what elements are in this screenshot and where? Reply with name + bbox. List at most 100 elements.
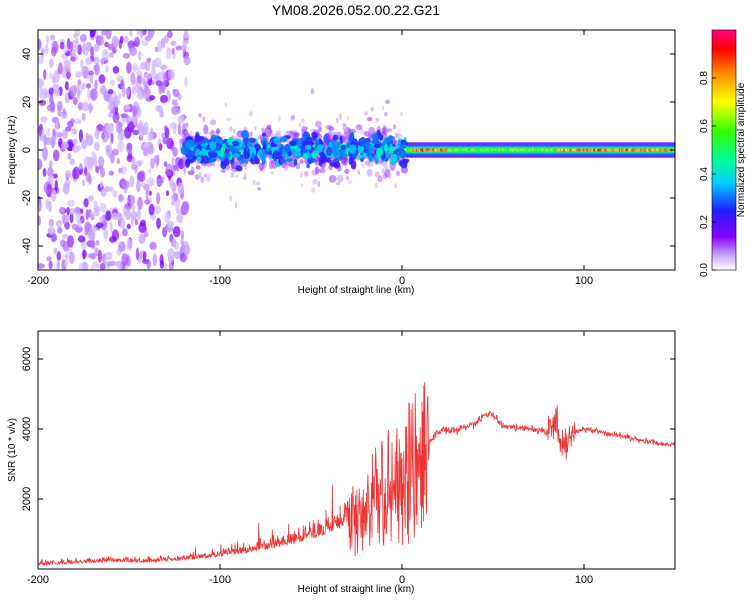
spectrogram-cell xyxy=(303,152,309,160)
spectrogram-cell xyxy=(128,120,135,133)
snr-y-ticks: 2000 4000 6000 xyxy=(21,347,675,511)
spectrogram-cell xyxy=(173,107,181,115)
spectrogram-cell xyxy=(94,79,98,90)
spectrogram-cell xyxy=(75,71,82,78)
spectrogram-cell xyxy=(117,140,125,153)
spectrogram-cell xyxy=(71,128,78,135)
spectrogram-cell xyxy=(254,126,257,131)
spectrogram-cell xyxy=(79,33,87,43)
spectrogram-cell xyxy=(111,212,119,221)
spectrogram-cell xyxy=(48,174,54,184)
spectrogram-cell xyxy=(361,163,365,168)
y-tick-label: -20 xyxy=(21,190,33,206)
spectrogram-cell xyxy=(299,172,303,178)
spectrogram-cell xyxy=(123,35,129,43)
spectrogram-cell xyxy=(291,145,298,150)
colorbar-frame xyxy=(711,29,737,271)
spectrogram-cell xyxy=(38,215,41,226)
spectrogram-cell xyxy=(301,183,304,187)
spectrogram-cell xyxy=(121,228,128,237)
spectrogram-cell xyxy=(93,43,100,52)
spectrogram-cell xyxy=(150,157,155,169)
spectrogram-cell xyxy=(311,150,318,159)
spectrogram-cell xyxy=(63,59,71,69)
spectrogram-cell xyxy=(244,159,249,165)
spectrogram-cell xyxy=(137,196,143,210)
snr-series-line xyxy=(38,381,675,567)
spectrogram-cell xyxy=(130,72,136,85)
spectrogram-cell xyxy=(397,149,405,157)
spectrogram-cell xyxy=(99,263,106,270)
spectrogram-cell xyxy=(389,146,397,151)
spectrogram-cell xyxy=(177,182,184,195)
spectrogram-cell xyxy=(165,190,170,197)
spectrogram-cell xyxy=(81,179,86,187)
spectrogram-cell xyxy=(346,116,349,121)
spectrogram-cell xyxy=(367,117,373,122)
spectrogram-cell xyxy=(235,202,238,209)
y-tick-label: 20 xyxy=(21,96,33,108)
spectrogram-cell xyxy=(160,37,166,49)
spectrogram-cell xyxy=(45,34,50,45)
spectrogram-cell xyxy=(101,30,107,36)
spectrogram-cell xyxy=(139,182,147,188)
spectrogram-cell xyxy=(112,111,120,124)
spectrogram-cell xyxy=(38,78,45,88)
spectrogram-cell xyxy=(312,178,318,185)
spectrogram-cell xyxy=(368,145,372,153)
spectrogram-cell xyxy=(57,227,63,234)
spectrogram-cell xyxy=(161,175,165,182)
spectrogram-cell xyxy=(93,141,100,151)
colorbar: 0.0 0.2 0.4 0.6 0.8 Normalized spectral ampl… xyxy=(699,29,747,277)
spectrogram-cell xyxy=(108,52,114,58)
spectrogram-cell xyxy=(74,46,79,52)
spectrogram-cell xyxy=(48,200,52,213)
spectrogram-cell xyxy=(85,135,94,147)
spectrogram-cell xyxy=(375,148,384,156)
spectrogram-cell xyxy=(62,107,66,118)
spectrogram-cell xyxy=(162,226,168,238)
spectrogram-cell xyxy=(79,59,85,69)
spectrogram-cell xyxy=(289,130,294,138)
spectrogram-cell xyxy=(200,142,206,147)
spectrogram-cell xyxy=(377,175,383,183)
colorbar-gradient xyxy=(712,30,736,270)
spectrogram-cell xyxy=(85,209,89,221)
spectrogram-cell xyxy=(394,133,403,140)
spectrogram-cell xyxy=(83,198,89,208)
spectrogram-cell xyxy=(318,160,323,167)
spectrogram-cell xyxy=(331,142,339,152)
spectrogram-cell xyxy=(81,261,89,270)
spectrogram-cell xyxy=(74,118,82,125)
spectrogram-cell xyxy=(105,210,112,222)
spectrogram-cell xyxy=(114,95,119,108)
spectrogram-cell xyxy=(165,47,172,60)
spectrogram-cell xyxy=(112,148,119,156)
spectrogram-cell xyxy=(185,122,189,128)
spectrogram-cell xyxy=(170,238,177,248)
spectrogram-cell xyxy=(183,30,189,39)
spectrogram-cell xyxy=(152,253,158,267)
spectrogram-cell xyxy=(194,134,201,143)
spectrogram-cell xyxy=(402,140,407,146)
spectrogram-cell xyxy=(177,115,185,124)
spectrogram-cell xyxy=(315,120,322,128)
spectrogram-cell xyxy=(212,161,216,167)
spectrogram-cell xyxy=(98,156,105,169)
spectrogram-cell xyxy=(126,61,132,74)
spectrogram-cell xyxy=(69,85,77,97)
spectrogram-cell xyxy=(394,182,397,189)
spectrogram-cell xyxy=(183,55,191,66)
spectrogram-cell xyxy=(183,168,187,175)
spectrogram-cell xyxy=(58,206,65,214)
spectrogram-cell xyxy=(90,239,96,250)
spectrogram-cell xyxy=(307,141,315,146)
spectrogram-cell xyxy=(71,223,79,230)
spectrogram-cell xyxy=(88,102,92,114)
spectrogram-cell xyxy=(78,129,83,143)
colorbar-ticks: 0.0 0.2 0.4 0.6 0.8 xyxy=(699,71,716,277)
spectrogram-cell xyxy=(162,136,168,145)
spectrogram-cell xyxy=(142,78,147,86)
spectrogram-cell xyxy=(187,150,194,160)
